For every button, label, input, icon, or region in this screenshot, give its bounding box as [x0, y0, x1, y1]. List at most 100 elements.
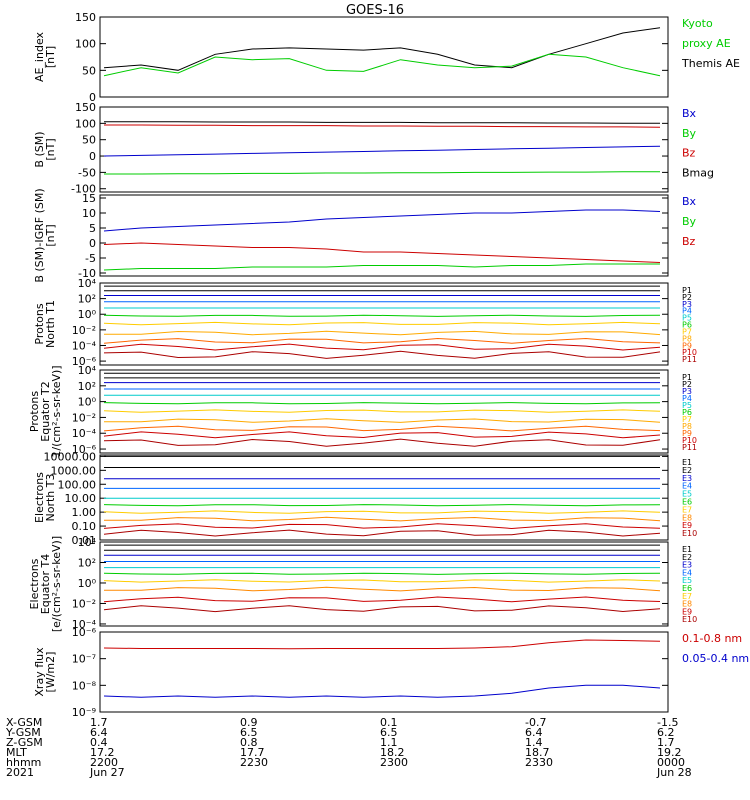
footer-value: 18.7: [525, 746, 550, 759]
flux-channel-line: [103, 510, 661, 514]
legend-entry: Bx: [682, 195, 697, 208]
y-axis-label: AE_index: [33, 31, 46, 82]
flux-channel-line: [103, 402, 661, 405]
series-line-bx: [103, 145, 661, 157]
legend-entry: E8: [682, 600, 692, 609]
y-axis-label: Protons: [28, 391, 41, 432]
panel-frame: [99, 454, 669, 541]
y-axis-label: B (SM)-IGRF (SM): [33, 188, 46, 282]
y-tick-label: 10⁰: [78, 577, 97, 590]
panel-7: 10⁻⁶ 10⁻⁷ 10⁻⁸ 10⁻⁹ Xray flux[W/m2] 0.1-0.8 n…: [33, 626, 749, 719]
legend-entry: E8: [682, 513, 692, 522]
y-axis-label: Electrons: [28, 558, 41, 609]
footer-value: 1.7: [90, 716, 108, 729]
footer-value: 6.2: [657, 726, 675, 739]
legend-entry: P9: [682, 341, 692, 350]
footer-row-label: Y-GSM: [5, 726, 41, 739]
y-tick-label: 10: [82, 207, 96, 220]
y-tick-label: 10⁻⁴: [72, 618, 97, 631]
legend-entry: Bmag: [682, 166, 714, 179]
legend-entry: P2: [682, 293, 692, 302]
footer-value: 0.9: [240, 716, 258, 729]
flux-channel-line: [103, 596, 661, 603]
footer-value: 6.5: [240, 726, 258, 739]
y-tick-label: 10⁻⁴: [72, 339, 97, 352]
series-line-themis-ae: [103, 27, 661, 71]
y-axis-label: [e/(cm²-s-sr-keV)]: [50, 536, 63, 632]
y-tick-label: 10⁻⁶: [72, 626, 97, 639]
y-tick-label: 0.01: [72, 534, 97, 547]
y-tick-label: 10⁻⁶: [72, 443, 97, 456]
footer-row-label: hhmm: [6, 756, 41, 769]
panel-0: 150 100 50 0 AE_index[nT] Kyoto proxy AE Themis…: [33, 11, 740, 104]
legend-entry: Bx: [682, 107, 697, 120]
legend-entry: P8: [682, 334, 692, 343]
flux-channel-line: [104, 330, 661, 336]
footer-value: 1.4: [525, 736, 543, 749]
footer-value: -1.5: [657, 716, 678, 729]
legend-entry: E4: [682, 482, 692, 491]
flux-channel-line: [103, 504, 661, 507]
legend-entry: Kyoto: [682, 17, 713, 30]
y-axis-label: [W/m2]: [44, 652, 57, 693]
footer-value: 2200: [90, 756, 118, 769]
y-axis-label: Equator T2: [39, 381, 52, 441]
flux-channel-line: [103, 409, 661, 413]
legend-entry: E10: [682, 615, 697, 624]
y-tick-label: 10⁻⁶: [72, 355, 97, 368]
legend-entry: Bz: [682, 235, 696, 248]
legend-entry: P9: [682, 429, 692, 438]
y-tick-label: 50: [82, 64, 96, 77]
y-tick-label: -10: [78, 267, 96, 280]
y-tick-label: 1.00: [72, 506, 97, 519]
legend-entry: By: [682, 215, 697, 228]
y-tick-label: 100: [75, 117, 96, 130]
legend-entry: P5: [682, 314, 692, 323]
legend-entry: E6: [682, 584, 692, 593]
panel-frame: [99, 106, 669, 193]
flux-channel-line: [103, 605, 661, 613]
y-tick-label: 0.10: [72, 520, 97, 533]
legend-entry: P4: [682, 394, 692, 403]
flux-channel-line: [103, 523, 661, 530]
legend-entry: P11: [682, 443, 697, 452]
footer-value: 18.2: [380, 746, 405, 759]
legend-entry: P6: [682, 408, 692, 417]
legend-entry: P5: [682, 401, 692, 410]
y-tick-label: 1000.00: [51, 464, 97, 477]
y-axis-label: 1/(cm²-s-sr-keV)]: [50, 365, 63, 457]
flux-channel-line: [104, 418, 661, 423]
y-tick-label: 10⁻²: [72, 411, 96, 424]
y-tick-label: 0: [89, 237, 96, 250]
y-axis-label: Electrons: [33, 472, 46, 523]
footer-value: 0.8: [240, 736, 258, 749]
y-tick-label: 0: [89, 150, 96, 163]
legend-entry: P1: [682, 286, 692, 295]
y-tick-label: 10⁴: [78, 364, 97, 377]
flux-channel-line: [103, 314, 661, 317]
legend-entry: P10: [682, 436, 697, 445]
y-tick-label: 150: [75, 101, 96, 114]
legend-entry: E10: [682, 529, 697, 538]
series-line-by: [104, 171, 660, 175]
legend-entry: P7: [682, 327, 692, 336]
y-tick-label: 10⁰: [78, 308, 97, 321]
flux-channel-line: [103, 529, 661, 537]
footer-value: 6.4: [525, 726, 543, 739]
legend-entry: E3: [682, 561, 692, 570]
y-tick-label: 10⁰: [78, 396, 97, 409]
y-tick-label: 5: [89, 222, 96, 235]
series-line-by: [103, 263, 660, 271]
legend-entry: E7: [682, 592, 692, 601]
y-tick-label: 10⁻²: [72, 324, 96, 337]
legend-entry: P8: [682, 422, 692, 431]
legend-entry: P3: [682, 300, 692, 309]
legend-entry: E2: [682, 553, 692, 562]
y-axis-label: North T1: [44, 300, 57, 348]
y-tick-label: 0: [89, 91, 96, 104]
y-axis-label: Equator T4: [39, 554, 52, 614]
legend-entry: E9: [682, 521, 692, 530]
y-tick-label: 10⁴: [78, 277, 97, 290]
